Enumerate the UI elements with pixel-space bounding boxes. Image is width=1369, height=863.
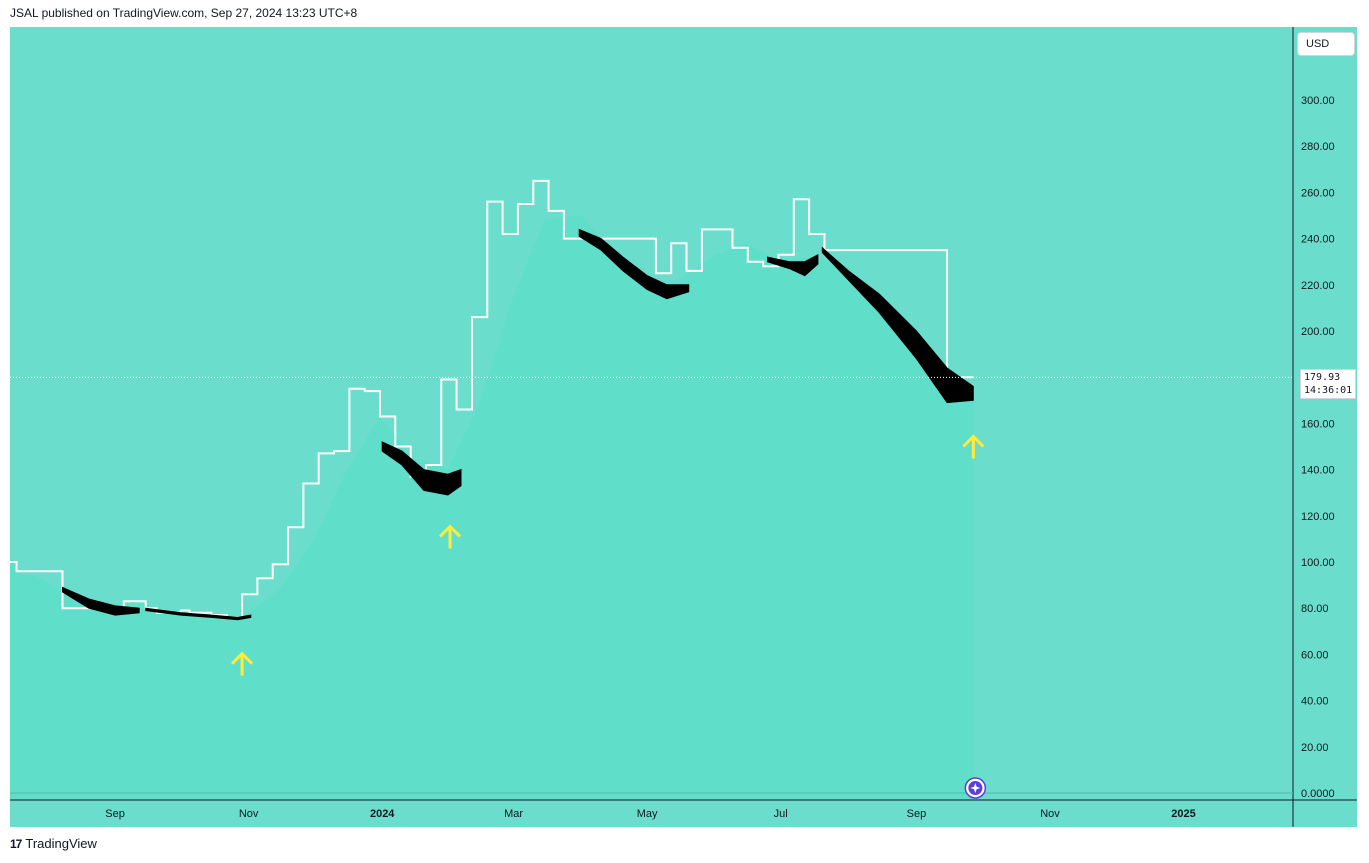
last-price-value: 179.93 [1304, 372, 1341, 383]
band-segment [821, 246, 974, 404]
y-tick-label: 280.00 [1301, 141, 1335, 153]
x-tick-label: Sep [105, 808, 125, 820]
y-tick-label: 120.00 [1301, 511, 1335, 523]
y-tick-label: 80.00 [1301, 603, 1329, 615]
chart-area[interactable]: 0.0000 20.00 40.00 60.00 80.00 100.00 120.00 14… [10, 27, 1357, 827]
area-series [10, 215, 974, 800]
y-tick-label: 40.00 [1301, 696, 1329, 708]
y-tick-label: 100.00 [1301, 557, 1335, 569]
currency-button[interactable]: USD [1297, 32, 1355, 56]
y-tick-label: 0.0000 [1301, 788, 1335, 800]
y-tick-label: 240.00 [1301, 234, 1335, 246]
x-tick-label: 2024 [370, 808, 395, 820]
band-segment [578, 228, 690, 300]
x-tick-label: Jul [774, 808, 788, 820]
x-tick-label: Sep [907, 808, 927, 820]
band-segment [767, 253, 819, 277]
footer-brand[interactable]: 17 TradingView [10, 836, 97, 851]
band-segment [381, 441, 462, 496]
bar-countdown: 14:36:01 [1304, 385, 1353, 396]
band-segment [62, 586, 140, 616]
y-tick-label: 60.00 [1301, 649, 1329, 661]
y-tick-label: 20.00 [1301, 742, 1329, 754]
x-tick-label: Mar [504, 808, 523, 820]
price-chart[interactable]: 0.0000 20.00 40.00 60.00 80.00 100.00 120.00 14… [10, 27, 1357, 827]
x-tick-label: Nov [239, 808, 259, 820]
x-tick-label: May [637, 808, 658, 820]
publish-info: JSAL published on TradingView.com, Sep 2… [10, 6, 358, 20]
tradingview-logo-icon: 17 [10, 836, 22, 851]
last-price-label: 179.93 14:36:01 [1300, 369, 1356, 399]
x-tick-label: 2025 [1171, 808, 1195, 820]
y-tick-label: 140.00 [1301, 465, 1335, 477]
band-segment [145, 607, 252, 621]
y-tick-label: 260.00 [1301, 187, 1335, 199]
up-arrow-icon [962, 434, 985, 459]
sparkle-icon[interactable] [964, 777, 987, 799]
y-tick-label: 160.00 [1301, 418, 1335, 430]
up-arrow-icon [231, 651, 254, 676]
x-tick-label: Nov [1040, 808, 1060, 820]
y-tick-label: 220.00 [1301, 280, 1335, 292]
y-tick-label: 300.00 [1301, 95, 1335, 107]
step-series [10, 179, 974, 619]
up-arrow-icon [439, 524, 462, 549]
y-tick-label: 200.00 [1301, 326, 1335, 338]
brand-name: TradingView [25, 836, 97, 851]
